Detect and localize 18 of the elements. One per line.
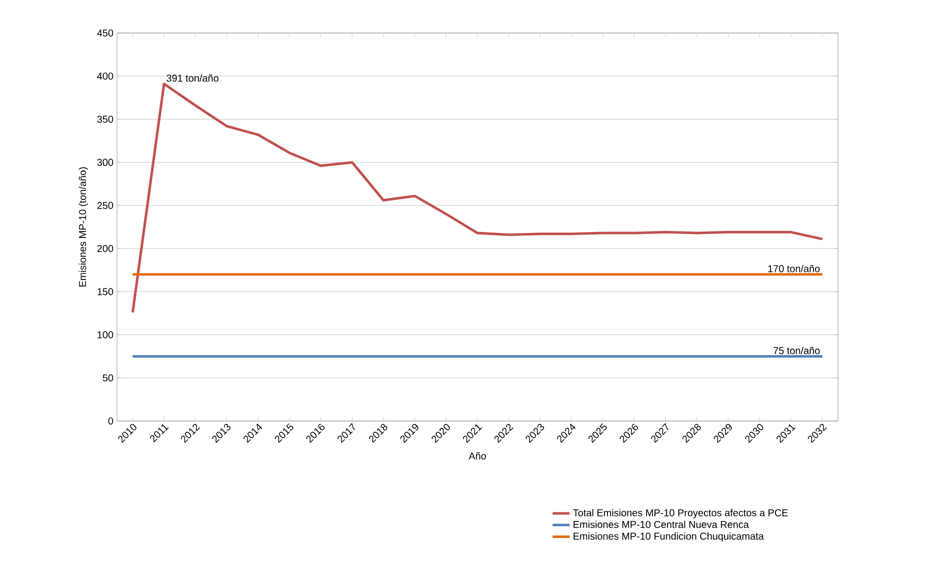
annotation: 170 ton/año: [768, 264, 820, 272]
legend-label: Emisiones MP-10 Central Nueva Renca: [574, 520, 749, 528]
y-tick-label: 350: [97, 116, 114, 123]
y-tick-label: 50: [102, 374, 114, 382]
y-tick-label: 450: [97, 29, 114, 37]
legend-label: Emisiones MP-10 Fundicion Chuquicamata: [574, 532, 764, 542]
y-axis-title: Emisiones MP-10 (ton/año): [78, 167, 88, 287]
annotation: 75 ton/año: [774, 346, 820, 354]
y-tick-label: 100: [98, 331, 114, 338]
y-tick-label: 250: [97, 202, 114, 209]
y-tick-label: 150: [98, 288, 114, 296]
y-tick-label: 0: [108, 417, 114, 425]
y-tick-label: 200: [97, 245, 114, 252]
annotation: 391 ton/año: [166, 74, 218, 82]
y-tick-label: 400: [97, 72, 114, 80]
legend-label: Total Emisiones MP-10 Proyectos afectos a PCE: [573, 508, 788, 518]
x-axis-title: Año: [468, 452, 486, 460]
y-tick-label: 300: [97, 158, 114, 166]
